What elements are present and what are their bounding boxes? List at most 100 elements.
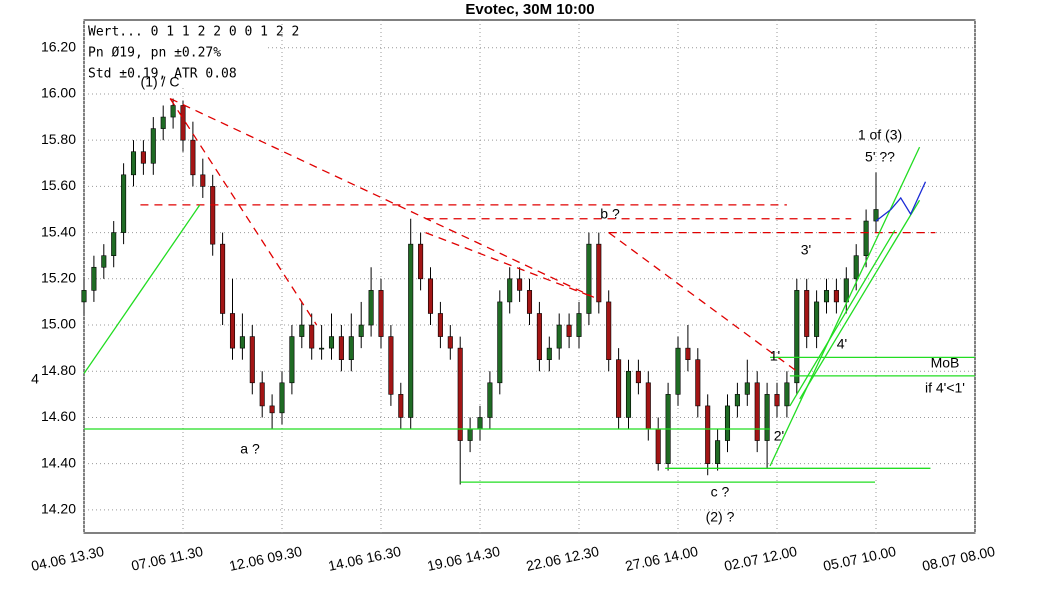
- x-tick-label: 27.06 14.00: [624, 543, 700, 574]
- candle-body: [239, 336, 245, 349]
- x-tick-label: 04.06 13.30: [30, 543, 106, 574]
- overlay-line: [608, 232, 798, 372]
- candle-body: [457, 347, 463, 441]
- overlay-line: [799, 199, 921, 400]
- candle-body: [338, 336, 344, 360]
- candle-body: [418, 243, 424, 280]
- candle-body: [477, 417, 483, 430]
- candle-body: [715, 440, 721, 464]
- info-text: Wert... 0 1 1 2 2 0 0 1 2 2: [88, 25, 299, 40]
- x-tick-label: 05.07 10.00: [822, 543, 898, 574]
- x-tick-label: 02.07 12.00: [723, 543, 799, 574]
- y-tick-label: 15.00: [41, 316, 76, 332]
- x-tick-label: 14.06 16.30: [327, 543, 403, 574]
- candle-body: [843, 278, 849, 303]
- candle-body: [447, 336, 453, 349]
- candle-body: [695, 359, 701, 407]
- chart-title: Evotec, 30M 10:00: [465, 1, 594, 18]
- candle-body: [774, 394, 780, 407]
- candle-body: [606, 301, 612, 360]
- candle-body: [853, 255, 859, 280]
- candle-body: [279, 382, 285, 414]
- candle-body: [635, 370, 641, 384]
- candle-body: [556, 324, 562, 349]
- candle-body: [368, 290, 374, 326]
- annotation: 4: [31, 371, 39, 387]
- y-tick-label: 15.80: [41, 131, 76, 147]
- candle-body: [576, 313, 582, 337]
- annotation: 3': [801, 242, 811, 258]
- overlay-line: [83, 204, 201, 374]
- candle-body: [586, 243, 592, 314]
- candle-body: [764, 394, 770, 441]
- candle-body: [823, 290, 830, 303]
- y-tick-label: 15.40: [41, 223, 76, 239]
- candle-body: [378, 290, 384, 337]
- candle-body: [130, 151, 137, 176]
- candle-body: [517, 278, 523, 291]
- candle-body: [655, 428, 661, 464]
- y-tick-label: 16.00: [41, 85, 76, 101]
- candle-body: [427, 278, 434, 314]
- overlay-line: [769, 146, 921, 467]
- info-text: Std ±0.19, ATR 0.08: [88, 67, 237, 82]
- candle-body: [754, 382, 760, 441]
- candle-body: [190, 139, 196, 176]
- annotation: a ?: [240, 441, 260, 457]
- candle-body: [744, 382, 750, 395]
- candle-body: [675, 347, 681, 395]
- x-tick-label: 12.06 09.30: [228, 543, 304, 574]
- annotation: 2': [774, 428, 784, 444]
- candle-body: [734, 394, 740, 407]
- candle-body: [111, 232, 117, 257]
- candle-body: [289, 336, 295, 384]
- candle-body: [249, 336, 255, 384]
- candle-body: [101, 255, 107, 268]
- y-tick-label: 16.20: [41, 38, 76, 54]
- overlay-line: [789, 229, 896, 407]
- candle-body: [467, 428, 473, 441]
- candle-body: [408, 243, 414, 418]
- overlay-line: [169, 98, 318, 326]
- candle-body: [804, 290, 810, 337]
- candle-body: [833, 290, 839, 303]
- x-tick-label: 07.06 11.30: [130, 543, 205, 574]
- overlay-line: [425, 231, 595, 298]
- candle-body: [170, 105, 176, 118]
- candle-body: [358, 324, 364, 337]
- candle-body: [398, 394, 404, 418]
- candle-body: [566, 324, 572, 337]
- candle-body: [180, 105, 186, 141]
- info-text: Pn Ø19, pn ±0.27%: [88, 46, 221, 61]
- info-box: [85, 22, 265, 86]
- candle-body: [200, 174, 206, 187]
- candle-body: [507, 278, 513, 303]
- candle-body: [724, 405, 731, 441]
- candle-body: [616, 359, 622, 418]
- x-tick-label: 19.06 14.30: [426, 543, 502, 574]
- candle-body: [497, 301, 503, 384]
- annotation: 4': [837, 336, 847, 352]
- candle-body: [784, 382, 790, 407]
- y-tick-label: 14.60: [41, 408, 76, 424]
- candle-body: [705, 405, 711, 464]
- candle-body: [487, 382, 493, 418]
- candle-body: [299, 324, 305, 337]
- candle-body: [150, 128, 156, 164]
- plot-area: [83, 19, 976, 534]
- candle-body: [140, 151, 146, 164]
- candle-body: [220, 243, 226, 314]
- annotation: 5' ??: [865, 149, 895, 165]
- annotation: MoB: [931, 355, 960, 371]
- candle-body: [685, 347, 691, 360]
- candle-body: [625, 370, 632, 418]
- y-tick-label: 15.60: [41, 177, 76, 193]
- candle-body: [319, 347, 325, 350]
- candle-body: [863, 220, 869, 257]
- candle-body: [536, 313, 542, 360]
- candle-body: [259, 382, 265, 407]
- candle-body: [546, 347, 552, 360]
- candle-body: [121, 174, 127, 233]
- annotation: if 4'<1': [925, 380, 965, 396]
